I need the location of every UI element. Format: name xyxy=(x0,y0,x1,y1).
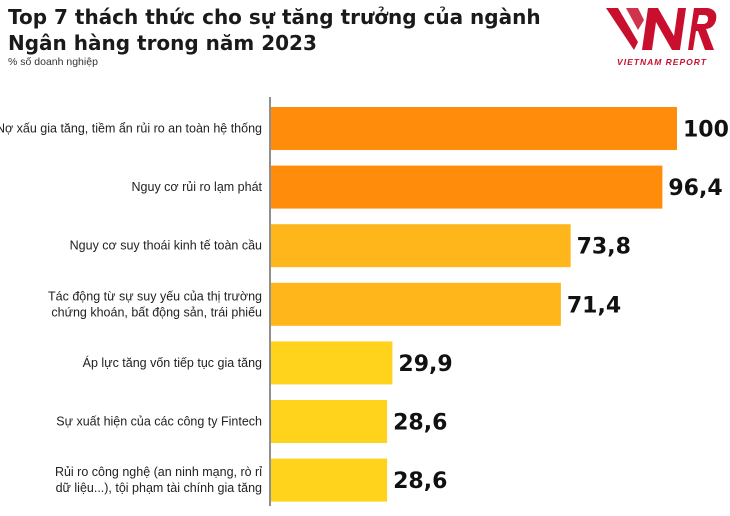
category-label-line: Nguy cơ rủi ro lạm phát xyxy=(132,180,263,194)
vnr-logo-wordmark xyxy=(606,8,717,50)
value-label: 28,6 xyxy=(393,411,447,436)
value-label: 71,4 xyxy=(567,293,621,318)
category-label: Rủi ro công nghệ (an ninh mạng, rò rỉ dữ … xyxy=(55,465,262,495)
bar xyxy=(271,224,571,268)
category-label: Áp lực tăng vốn tiếp tục gia tăng xyxy=(83,355,262,370)
category-label: Tác động từ sự suy yếu của thị trường chứ… xyxy=(48,289,262,319)
bar xyxy=(271,165,663,209)
logo-tagline: VIETNAM REPORT xyxy=(617,57,707,67)
category-label-line: Rủi ro công nghệ (an ninh mạng, rò rỉ xyxy=(55,465,262,479)
bar xyxy=(271,458,388,502)
chart-title: Top 7 thách thức cho sự tăng trưởng của … xyxy=(8,5,541,55)
bar xyxy=(271,400,388,443)
category-label-line: Sự xuất hiện của các công ty Fintech xyxy=(56,415,262,429)
value-label: 73,8 xyxy=(577,235,631,260)
chart-subtitle: % số doanh nghiệp xyxy=(8,56,98,68)
vnr-logo: VIETNAM REPORT xyxy=(596,2,728,70)
category-label-line: dữ liệu...), tội phạm tài chính gia tăng xyxy=(56,481,262,495)
bar xyxy=(271,341,393,385)
category-label: Sự xuất hiện của các công ty Fintech xyxy=(56,415,262,429)
category-label: Nguy cơ suy thoái kinh tế toàn cầu xyxy=(70,239,262,253)
category-label-line: Nợ xấu gia tăng, tiềm ẩn rủi ro an toàn … xyxy=(0,122,262,136)
category-label-line: Tác động từ sự suy yếu của thị trường xyxy=(48,289,262,303)
value-label: 29,9 xyxy=(398,352,452,377)
value-label: 96,4 xyxy=(668,176,722,201)
value-label: 100,0 xyxy=(683,118,730,143)
value-label: 28,6 xyxy=(393,469,447,494)
bars-group: 100,0 Nợ xấu gia tăng, tiềm ẩn rủi ro an … xyxy=(0,107,730,502)
category-label-line: Nguy cơ suy thoái kinh tế toàn cầu xyxy=(70,239,262,253)
category-label-line: chứng khoán, bất động sản, trái phiếu xyxy=(51,305,262,319)
category-label: Nợ xấu gia tăng, tiềm ẩn rủi ro an toàn … xyxy=(0,122,262,136)
bar xyxy=(271,107,677,150)
category-label-line: Áp lực tăng vốn tiếp tục gia tăng xyxy=(83,355,262,370)
bar xyxy=(271,282,561,326)
category-label: Nguy cơ rủi ro lạm phát xyxy=(132,180,263,194)
